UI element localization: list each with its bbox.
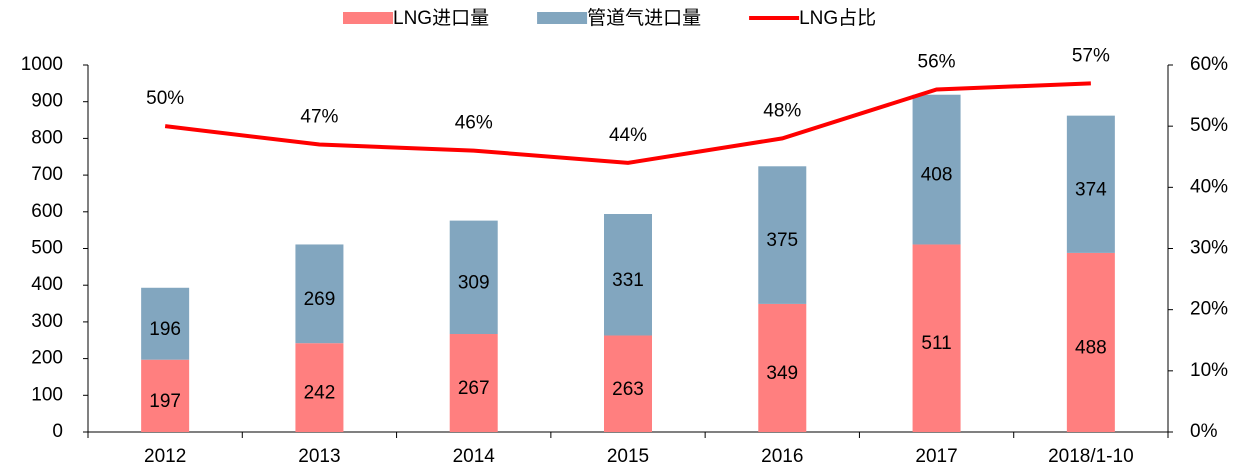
y2-tick-label: 30% bbox=[1190, 238, 1228, 259]
line-label: 56% bbox=[918, 51, 956, 72]
legend-swatch bbox=[537, 12, 588, 24]
bar-segment bbox=[449, 220, 498, 335]
bar-label: 242 bbox=[304, 383, 336, 404]
bar-label: 196 bbox=[149, 319, 181, 340]
line-label: 46% bbox=[455, 113, 493, 134]
line-label: 50% bbox=[146, 88, 184, 109]
bar-label: 349 bbox=[766, 363, 798, 384]
y2-tick-label: 0% bbox=[1190, 421, 1218, 442]
bar-segment bbox=[604, 214, 652, 336]
bar-segment bbox=[1066, 252, 1115, 432]
x-tick-label: 2017 bbox=[915, 446, 957, 467]
bar-segment bbox=[912, 94, 961, 245]
y-tick-label: 200 bbox=[31, 348, 63, 369]
legend-label: 管道气进口量 bbox=[587, 7, 701, 29]
bar-label: 374 bbox=[1075, 179, 1107, 200]
bar-label: 408 bbox=[921, 165, 953, 186]
x-tick-label: 2012 bbox=[144, 446, 186, 467]
x-tick-label: 2016 bbox=[761, 446, 803, 467]
y-tick-label: 600 bbox=[31, 201, 63, 222]
y-tick-label: 300 bbox=[31, 311, 63, 332]
y-tick-label: 500 bbox=[31, 238, 63, 259]
bar-label: 331 bbox=[612, 270, 644, 291]
y2-tick-label: 20% bbox=[1190, 299, 1228, 320]
bar-segment bbox=[604, 335, 652, 432]
x-tick-label: 2014 bbox=[453, 446, 496, 467]
y-tick-label: 0 bbox=[52, 421, 63, 442]
bar-label: 511 bbox=[921, 333, 951, 354]
bar-segment bbox=[758, 166, 807, 304]
y-tick-label: 900 bbox=[31, 91, 63, 112]
line-label: 47% bbox=[300, 107, 338, 128]
y2-tick-label: 10% bbox=[1190, 360, 1228, 381]
bar-label: 263 bbox=[612, 379, 644, 400]
bar-label: 197 bbox=[149, 391, 181, 412]
bar-label: 269 bbox=[304, 289, 336, 310]
legend-swatch bbox=[343, 12, 393, 24]
line-label: 57% bbox=[1072, 45, 1110, 66]
bar-segment bbox=[449, 334, 498, 432]
bar-segment bbox=[141, 359, 190, 432]
bar-segment bbox=[141, 287, 190, 360]
y2-tick-label: 60% bbox=[1190, 54, 1228, 75]
y-tick-label: 1000 bbox=[21, 54, 63, 75]
y-tick-label: 400 bbox=[31, 274, 63, 295]
bar-label: 309 bbox=[458, 272, 490, 293]
line bbox=[164, 81, 1091, 165]
bar-segment bbox=[295, 244, 344, 344]
y2-tick-label: 40% bbox=[1190, 176, 1228, 197]
bar-segment bbox=[758, 303, 807, 432]
legend-label: LNG占比 bbox=[799, 7, 876, 29]
y-tick-label: 100 bbox=[31, 384, 63, 405]
bar-segment bbox=[912, 244, 961, 432]
bar-label: 267 bbox=[458, 378, 490, 399]
x-tick-label: 2013 bbox=[298, 446, 340, 467]
x-tick-label: 2018/1-10 bbox=[1048, 446, 1134, 467]
bar-label: 488 bbox=[1075, 337, 1107, 358]
line-label: 44% bbox=[609, 125, 647, 146]
y-tick-label: 700 bbox=[31, 164, 63, 185]
bar-segment bbox=[295, 343, 344, 432]
legend-label: LNG进口量 bbox=[393, 7, 489, 29]
bar-label: 375 bbox=[766, 230, 798, 251]
y2-tick-label: 50% bbox=[1190, 115, 1228, 136]
x-tick-label: 2015 bbox=[607, 446, 649, 467]
y-tick-label: 800 bbox=[31, 127, 63, 148]
line-label: 48% bbox=[763, 100, 801, 121]
bar-segment bbox=[1066, 115, 1115, 253]
